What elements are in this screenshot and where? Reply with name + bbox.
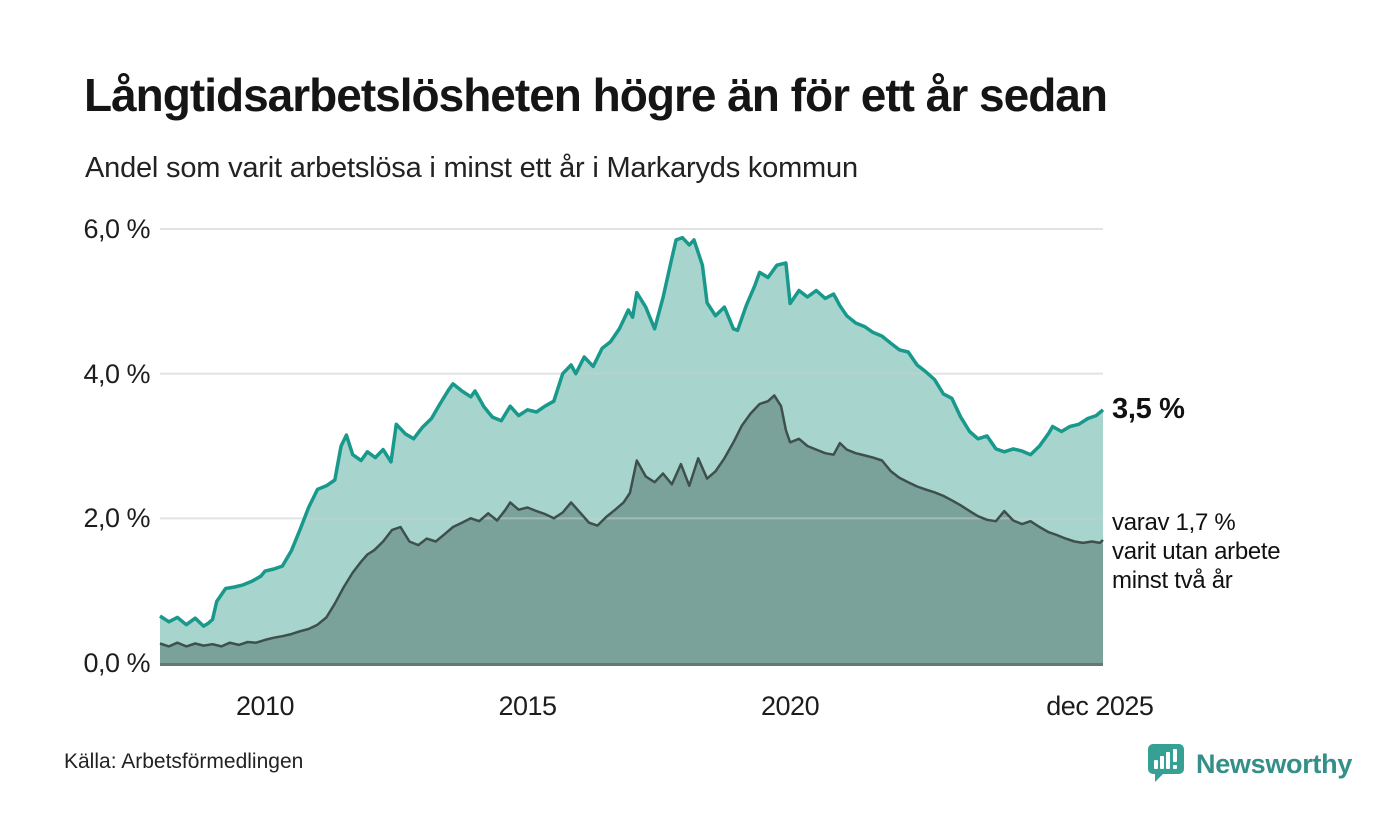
page-title: Långtidsarbetslösheten högre än för ett … [84,69,1108,121]
annotation-line: varit utan arbete [1112,538,1281,565]
chart-subtitle: Andel som varit arbetslösa i minst ett å… [85,152,858,184]
x-tick-label: 2015 [498,691,557,721]
y-tick-label: 2,0 % [83,503,150,534]
brand-name: Newsworthy [1196,748,1353,779]
y-tick-label: 0,0 % [83,648,150,678]
subseries-annotation: varav 1,7 % varit utan arbete minst två år [1112,508,1281,595]
source-label: Källa: Arbetsförmedlingen [64,750,304,773]
two-year-series-area [160,395,1103,663]
total-series-line [159,235,1105,628]
newsworthy-logo: Newsworthy [1146,742,1352,786]
annotation-line: varav 1,7 % [1112,509,1236,536]
annotation-line: minst två år [1112,567,1233,594]
newsworthy-bubble-icon [1148,744,1184,782]
x-tick-label: 2010 [235,691,295,721]
latest-value-label: 3,5 % [1112,393,1185,425]
two-year-series-line [159,394,1104,648]
y-tick-label: 6,0 % [83,214,150,244]
x-tick-label: 2020 [761,691,820,721]
x-tick-label: dec 2025 [1046,691,1154,721]
y-tick-label: 4,0 % [83,358,150,389]
